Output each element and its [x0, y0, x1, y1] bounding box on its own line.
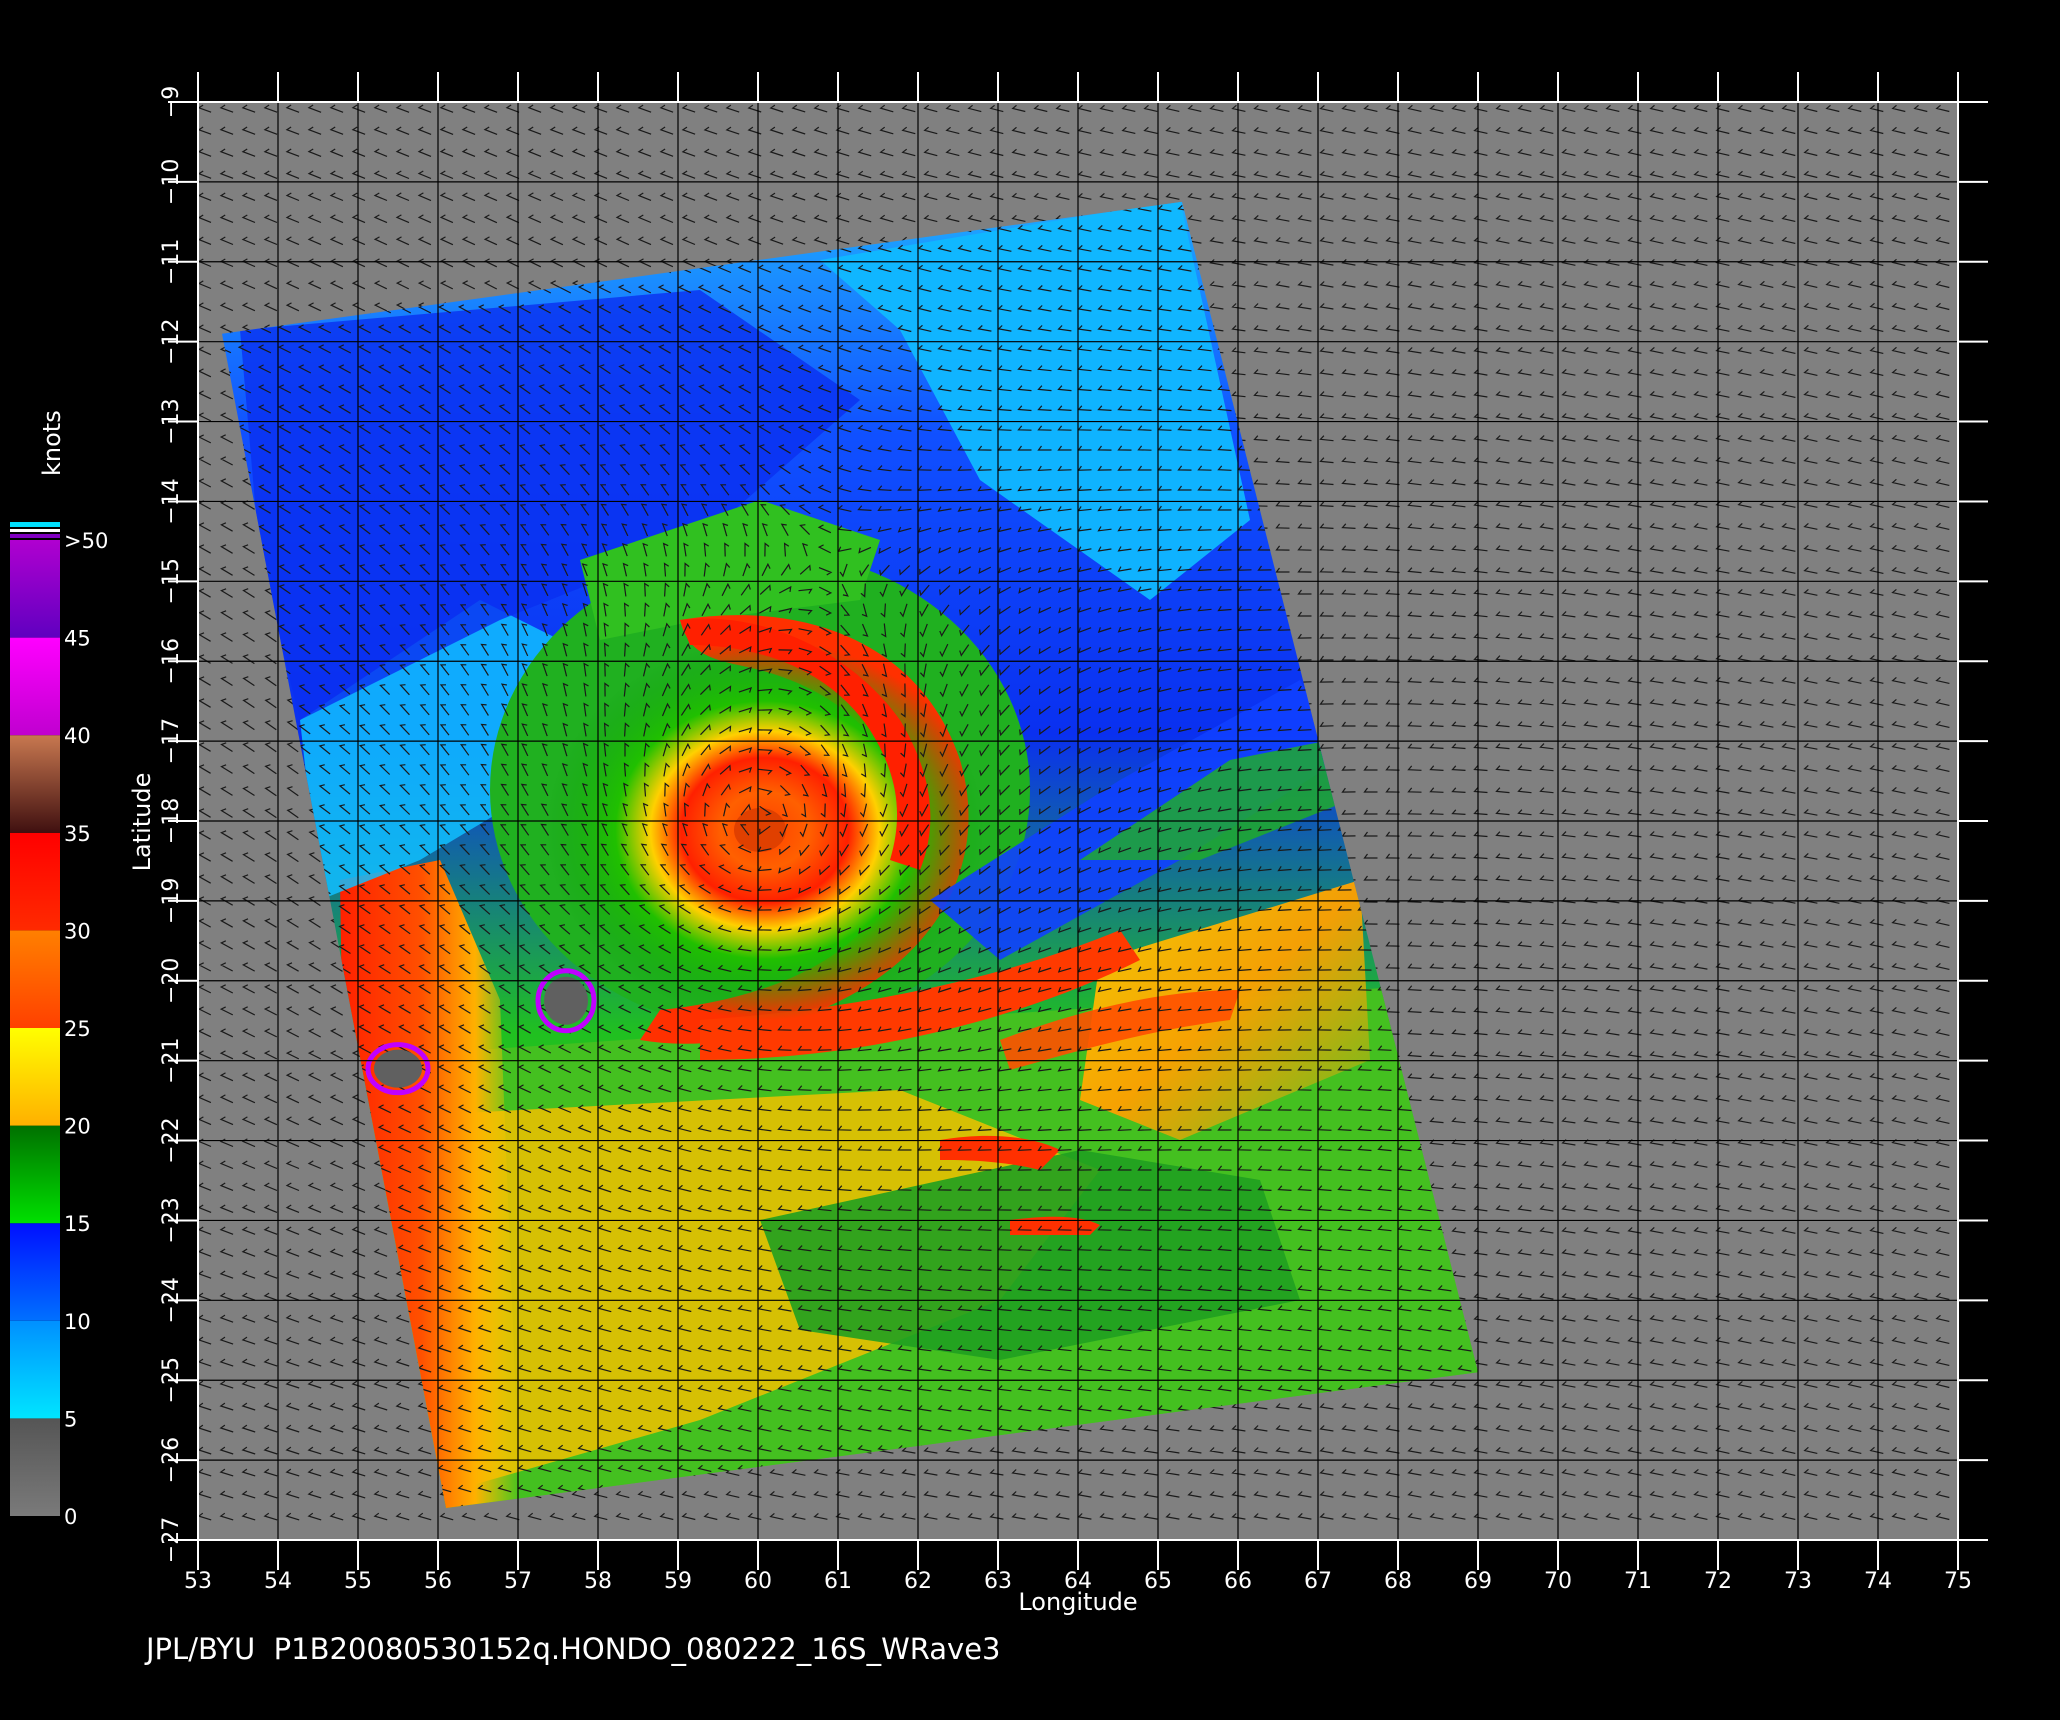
lon-tick-label: 71: [1624, 1569, 1652, 1594]
lon-tick-label: 57: [504, 1569, 532, 1594]
lon-tick-label: 54: [264, 1569, 292, 1594]
lat-tick-label: −22: [159, 1117, 184, 1163]
colorbar-segment: [10, 930, 60, 1028]
colorbar-unit: knots: [38, 410, 66, 476]
lat-tick-label: −16: [159, 638, 184, 684]
lat-tick-label: −19: [159, 878, 184, 924]
lon-tick-label: 58: [584, 1569, 612, 1594]
colorbar-tick-label: 40: [64, 724, 91, 748]
colorbar-tick-label: 45: [64, 627, 91, 651]
lon-tick-label: 70: [1544, 1569, 1572, 1594]
lat-tick-label: −12: [159, 318, 184, 364]
lon-tick-label: 61: [824, 1569, 852, 1594]
lat-tick-label: −23: [159, 1197, 184, 1243]
island-mauritius: [535, 968, 597, 1034]
colorbar-tick-label: 25: [64, 1017, 91, 1041]
colorbar-tick-label: >50: [64, 529, 108, 553]
spiral-band-south3: [940, 1135, 1060, 1170]
island-reunion: [365, 1042, 431, 1096]
lat-tick-label: −20: [159, 958, 184, 1004]
lon-tick-label: 63: [984, 1569, 1012, 1594]
colorbar-segment: [10, 1418, 60, 1516]
lat-tick-label: −10: [159, 159, 184, 205]
colorbar-tick-label: 10: [64, 1310, 91, 1334]
axis-ticks: 53 54 55 56 57 58 59 60 61 62 63 64 65 66 67 68 69 70 71 72…: [159, 72, 1988, 1594]
island-reunion-mask: [374, 1049, 422, 1088]
north-cyan: [820, 201, 1250, 600]
colorbar-cap-white: [10, 529, 60, 532]
lat-tick-label: −26: [159, 1437, 184, 1483]
colorbar-segment: [10, 1028, 60, 1126]
lat-tick-label: −21: [159, 1037, 184, 1083]
colorbar-tick-label: 15: [64, 1212, 91, 1236]
colorbar-segment: [10, 832, 60, 931]
colorbar-segment: [10, 735, 60, 833]
lon-tick-label: 62: [904, 1569, 932, 1594]
lon-tick-label: 69: [1464, 1569, 1492, 1594]
colorbar-labels: >50 45 40 35 30 25 20 15 10 5 0: [64, 529, 108, 1529]
lon-tick-label: 64: [1064, 1569, 1092, 1594]
lon-tick-label: 68: [1384, 1569, 1412, 1594]
lon-tick-label: 73: [1784, 1569, 1812, 1594]
colorbar: knots >50 45 40 35 30 25 20 15 10 5 0: [10, 410, 108, 1529]
lon-tick-label: 72: [1704, 1569, 1732, 1594]
footer-caption: JPL/BYU P1B20080530152q.HONDO_080222_16S…: [146, 1632, 1001, 1666]
island-reunion-ring: [365, 1042, 431, 1096]
lat-tick-label: −24: [159, 1277, 184, 1323]
x-axis-title: Longitude: [1018, 1588, 1137, 1616]
spiral-band-south: [700, 930, 1140, 1060]
lat-tick-label: −11: [159, 239, 184, 285]
colorbar-segment: [10, 637, 60, 736]
colorbar-segment: [10, 1125, 60, 1224]
colorbar-segment: [10, 1320, 60, 1419]
plot-frame: [197, 101, 1959, 1541]
lon-tick-label: 66: [1224, 1569, 1252, 1594]
lat-tick-label: −17: [159, 718, 184, 764]
island-mauritius-mask: [544, 976, 588, 1025]
colorbar-tick-label: 5: [64, 1407, 77, 1431]
lon-tick-label: 74: [1864, 1569, 1892, 1594]
lon-tick-label: 55: [344, 1569, 372, 1594]
green-ring-north: [580, 500, 880, 640]
north-west-cyan: [300, 600, 560, 900]
colorbar-tick-label: 35: [64, 822, 91, 846]
lon-tick-label: 67: [1304, 1569, 1332, 1594]
lon-tick-label: 56: [424, 1569, 452, 1594]
lon-tick-label: 65: [1144, 1569, 1172, 1594]
colorbar-cap-cyan: [10, 522, 60, 527]
colorbar-cap-purple: [10, 534, 60, 538]
lat-tick-label: −14: [159, 478, 184, 524]
spiral-arm-ne: [680, 618, 931, 870]
lat-tick-label: −27: [159, 1517, 184, 1563]
colorbar-tick-label: 30: [64, 919, 91, 943]
north-blue: [240, 290, 860, 720]
island-mauritius-ring: [535, 968, 597, 1034]
lon-tick-label: 53: [184, 1569, 212, 1594]
south-green-patch: [760, 1150, 1300, 1360]
lon-tick-label: 60: [744, 1569, 772, 1594]
wind-swath: [222, 201, 1478, 1508]
lon-tick-label: 59: [664, 1569, 692, 1594]
lat-tick-label: −13: [159, 398, 184, 444]
y-axis-title: Latitude: [128, 773, 156, 872]
colorbar-tick-label: 0: [64, 1505, 77, 1529]
colorbar-segments: [10, 540, 60, 1516]
colorbar-segment: [10, 540, 60, 638]
lat-tick-label: −15: [159, 558, 184, 604]
lon-tick-label: 75: [1944, 1569, 1972, 1594]
lat-tick-label: −18: [159, 798, 184, 844]
colorbar-segment: [10, 1223, 60, 1321]
lat-tick-label: −9: [159, 86, 184, 118]
colorbar-tick-label: 20: [64, 1115, 91, 1139]
lat-tick-label: −25: [159, 1357, 184, 1403]
